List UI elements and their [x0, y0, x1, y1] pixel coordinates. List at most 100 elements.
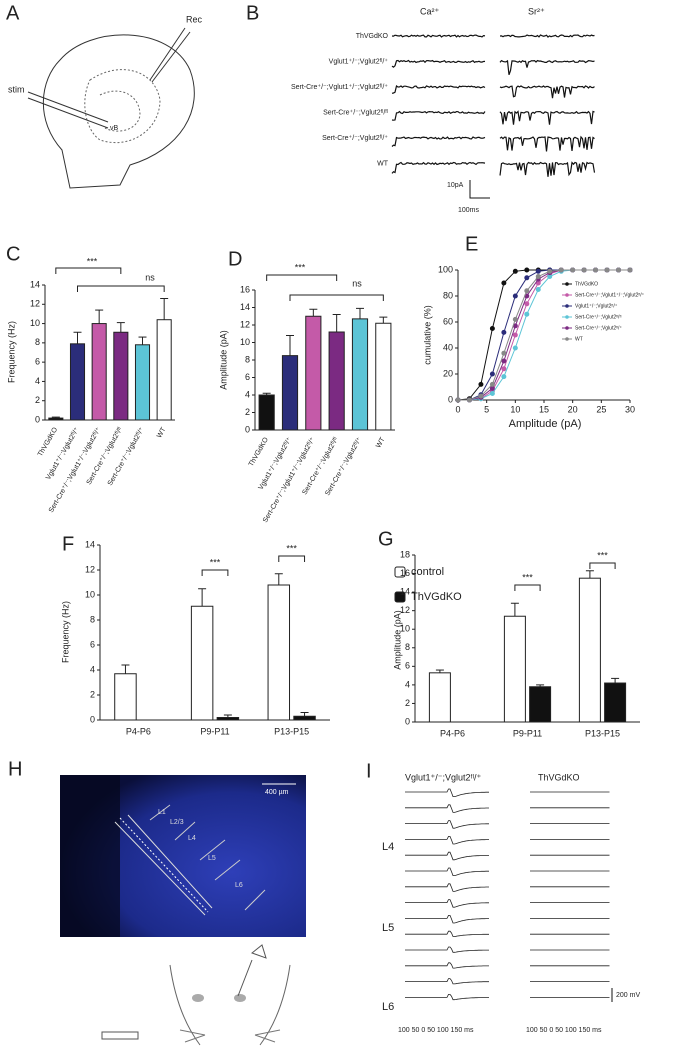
legend-label: Sert-Cre⁺/⁻;Vglut2ᶠˡ/⁺ — [575, 325, 622, 331]
whisker — [179, 1029, 206, 1036]
legend-label: control — [411, 566, 444, 578]
trace — [405, 867, 489, 876]
significance-label: ns — [352, 278, 362, 288]
significance-label: *** — [597, 550, 608, 560]
legend-marker — [565, 315, 569, 319]
significance-bracket — [55, 267, 122, 274]
line — [458, 269, 630, 401]
y-tick-label: 100 — [438, 264, 453, 274]
legend-label: Sert-Cre⁺/⁻;Vglut2ᶠˡ/ᶠˡ — [575, 314, 622, 320]
panel-label: H — [8, 758, 22, 780]
x-tick-label: P13-P15 — [274, 726, 309, 736]
y-axis-label: Frequency (Hz) — [60, 601, 70, 663]
y-tick-label: 14 — [240, 302, 250, 312]
rec-electrode — [149, 27, 186, 81]
layer-mark — [214, 859, 241, 881]
y-tick-label: 0 — [35, 414, 40, 424]
marker — [524, 267, 530, 273]
y-tick-label: 16 — [240, 284, 250, 294]
y-tick-label: 10 — [85, 589, 95, 599]
y-tick-label: 12 — [240, 319, 250, 329]
row-label: L5 — [382, 922, 394, 934]
bar — [69, 343, 86, 421]
line — [458, 269, 630, 401]
marker — [489, 381, 495, 387]
y-tick-label: 6 — [35, 357, 40, 367]
marker — [512, 332, 518, 338]
legend-marker — [565, 282, 569, 286]
marker — [478, 381, 484, 387]
barrel-cortex — [192, 994, 204, 1002]
marker — [570, 267, 576, 273]
marker — [478, 393, 484, 399]
stim-electrode — [27, 97, 109, 129]
marker — [593, 267, 599, 273]
trace — [391, 34, 486, 38]
bar — [503, 615, 526, 723]
marker — [604, 267, 610, 273]
bar — [428, 672, 451, 723]
trace — [499, 34, 595, 38]
y-tick-label: 6 — [405, 661, 410, 671]
y-tick-label: 14 — [30, 279, 40, 289]
electrode-track — [127, 814, 213, 909]
bar — [134, 344, 151, 421]
trace — [405, 851, 489, 861]
y-tick-label: 14 — [85, 539, 95, 549]
marker — [535, 274, 541, 279]
marker — [489, 371, 495, 377]
marker — [512, 345, 518, 351]
condition-label: Sr²⁺ — [528, 6, 545, 16]
electrode-track — [114, 821, 206, 916]
layer-label: L2/3 — [170, 819, 184, 826]
marker — [558, 267, 564, 273]
marker — [455, 397, 461, 403]
genotype-label: WT — [377, 160, 389, 167]
trace — [391, 161, 486, 174]
stim-electrode — [27, 91, 109, 123]
bar — [258, 394, 275, 431]
legend-swatch — [394, 591, 406, 603]
legend-marker — [565, 326, 569, 330]
trace — [391, 85, 486, 94]
layer-mark — [244, 889, 266, 911]
bar — [293, 715, 316, 721]
y-tick-label: 8 — [35, 337, 40, 347]
marker — [501, 358, 507, 364]
significance-bracket — [514, 584, 541, 591]
significance-label: *** — [286, 543, 297, 553]
y-tick-label: 6 — [90, 639, 95, 649]
y-tick-label: 40 — [443, 342, 453, 352]
marker — [627, 267, 633, 273]
y-tick-label: 18 — [400, 549, 410, 559]
panel-h: H L1 L2/3 L4 L5 L6 400 µm — [8, 758, 306, 1046]
trace — [405, 946, 489, 953]
y-tick-label: 6 — [245, 372, 250, 382]
genotype-label: Sert-Cre⁺/⁻;Vglut1⁺/⁻;Vglut2ᶠˡ/⁺ — [291, 84, 388, 91]
bar — [375, 322, 392, 431]
significance-label: *** — [522, 572, 533, 582]
region-label: vB — [110, 125, 119, 132]
y-tick-label: 2 — [245, 407, 250, 417]
x-tick-label: 10 — [510, 404, 520, 414]
y-tick-label: 4 — [405, 679, 410, 689]
y-axis-label: Frequency (Hz) — [6, 321, 16, 383]
condition-label: Ca²⁺ — [420, 6, 440, 16]
significance-label: *** — [210, 557, 221, 567]
rec-electrode — [151, 31, 191, 83]
trace — [405, 899, 489, 908]
marker — [512, 316, 518, 322]
marker — [489, 391, 495, 396]
y-tick-label: 4 — [90, 664, 95, 674]
panel-b: B Ca²⁺ Sr²⁺ 10pA 100ms ThVGdKO Vglut1⁺/⁻;… — [246, 2, 596, 214]
legend-swatch — [394, 566, 406, 578]
y-tick-label: 2 — [405, 698, 410, 708]
y-tick-label: 16 — [400, 568, 410, 578]
scale-label: 200 mV — [616, 992, 640, 999]
panel-label: F — [62, 533, 74, 555]
marker — [501, 329, 507, 335]
trace — [499, 135, 595, 152]
panel-label: I — [366, 760, 372, 782]
y-tick-label: 10 — [400, 624, 410, 634]
x-tick-label: 30 — [625, 404, 635, 414]
